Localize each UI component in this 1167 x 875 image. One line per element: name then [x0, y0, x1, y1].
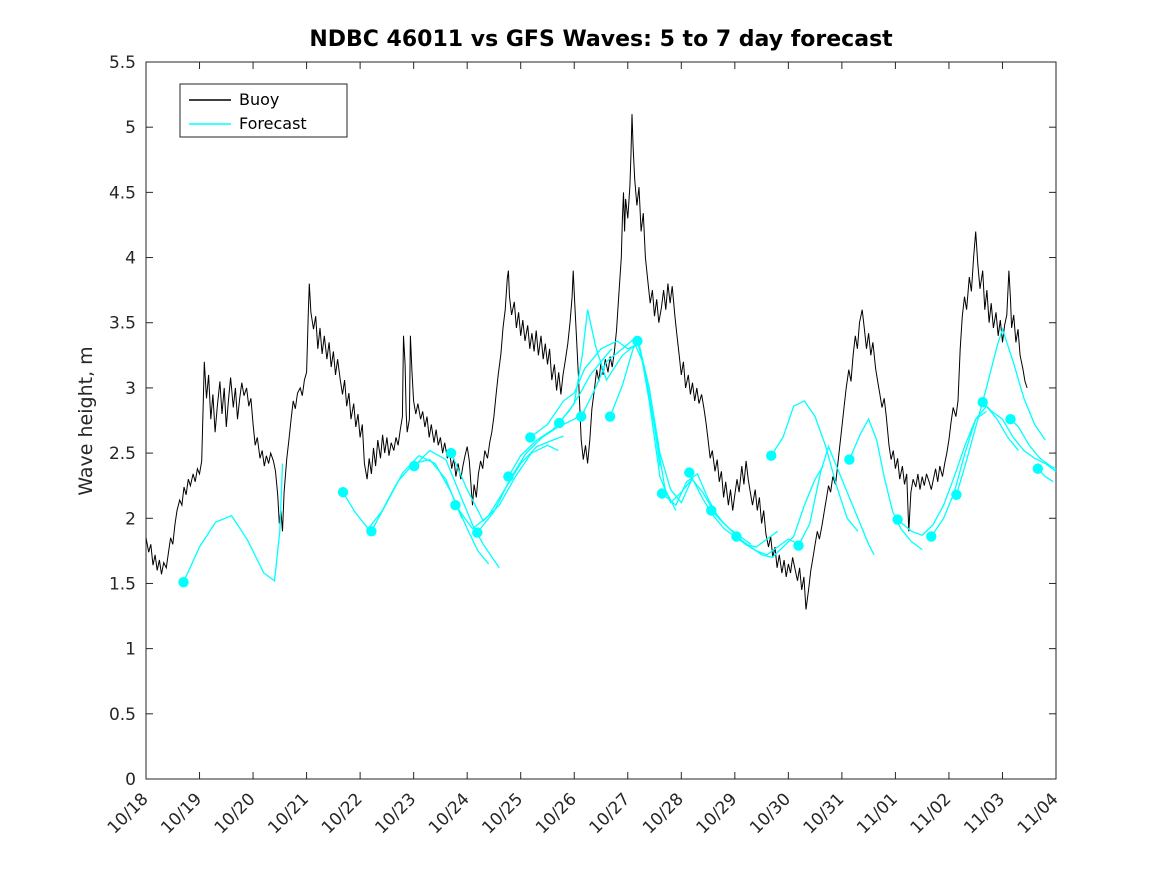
forecast-line — [710, 510, 800, 556]
x-tick-label: 10/20 — [211, 789, 260, 838]
forecast-start-marker — [472, 527, 483, 538]
x-tick-label: 10/29 — [693, 789, 742, 838]
x-tick-label: 11/02 — [907, 789, 956, 838]
axes-box — [145, 61, 1057, 780]
forecast-start-marker — [1032, 463, 1044, 474]
x-tick-label: 11/03 — [960, 789, 1009, 838]
x-tick-label: 10/24 — [425, 789, 474, 838]
x-tick-label: 10/21 — [264, 789, 313, 838]
forecast-line — [770, 400, 859, 532]
forecast-line — [342, 458, 463, 530]
forecast-line — [736, 465, 824, 559]
y-tick-label: 3.5 — [109, 314, 136, 334]
x-tick-label: 10/18 — [104, 789, 153, 838]
y-tick-label: 1 — [125, 640, 136, 660]
forecast-line — [930, 405, 1020, 537]
forecast-line — [413, 449, 500, 569]
y-tick-label: 3 — [125, 379, 136, 399]
data-series — [145, 114, 1057, 610]
x-tick-label: 10/19 — [157, 789, 206, 838]
forecast-start-marker — [926, 531, 937, 542]
forecast-start-marker — [366, 526, 377, 537]
y-tick-label: 2.5 — [109, 444, 136, 464]
x-tick-label: 10/31 — [800, 789, 849, 838]
axes: 10/18 10/19 10/20 10/21 10/22 10/23 10/24 10/25… — [104, 53, 1063, 838]
forecast-start-marker — [684, 467, 695, 478]
y-tick-label: 2 — [125, 509, 136, 529]
forecast-line — [636, 340, 725, 524]
forecast-line — [558, 309, 661, 467]
y-tick-label: 4 — [125, 249, 136, 269]
forecast-start-marker — [450, 500, 461, 511]
legend-box — [179, 83, 348, 138]
forecast-line — [982, 401, 1057, 472]
x-tick-label: 10/25 — [478, 789, 527, 838]
y-tick-label: 0 — [125, 770, 136, 790]
y-axis-label: Wave height, m — [75, 346, 97, 495]
x-tick-label: 10/22 — [318, 789, 367, 838]
y-tick-label: 5.5 — [109, 53, 136, 73]
x-tick-label: 10/26 — [532, 789, 581, 838]
y-tick-label: 0.5 — [109, 705, 136, 725]
forecast-line — [955, 327, 1046, 495]
forecast-start-marker — [977, 397, 988, 408]
y-tick-label: 1.5 — [109, 574, 136, 594]
x-tick-label: 11/01 — [853, 789, 902, 838]
forecast-line — [476, 410, 586, 534]
forecast-start-marker — [632, 335, 643, 347]
legend-forecast-label: Forecast — [239, 114, 307, 133]
forecast-line — [848, 417, 923, 551]
y-tick-label: 5 — [125, 118, 136, 138]
forecast-start-marker — [604, 411, 616, 422]
buoy-line — [145, 114, 1028, 610]
forecast-start-marker — [951, 489, 962, 500]
forecast-start-marker — [576, 411, 587, 422]
forecast-line — [182, 463, 284, 583]
forecast-start-marker — [1005, 414, 1016, 425]
forecast-line — [1010, 418, 1057, 470]
forecast-start-marker — [409, 460, 420, 472]
forecast-line — [454, 435, 564, 530]
x-tick-label: 10/30 — [746, 789, 795, 838]
forecast-start-marker — [766, 450, 777, 461]
forecast-start-marker — [503, 471, 514, 482]
forecast-start-marker — [525, 432, 536, 443]
y-tick-label: 4.5 — [109, 183, 136, 203]
forecast-start-marker — [731, 531, 742, 542]
forecast-line — [450, 444, 559, 522]
forecast-line — [529, 340, 639, 438]
forecast-line — [797, 444, 875, 556]
forecast-line — [897, 410, 987, 536]
forecast-start-marker — [706, 505, 717, 516]
forecast-start-marker — [178, 577, 189, 588]
forecast-line — [370, 454, 490, 565]
forecast-start-marker — [844, 454, 855, 465]
forecast-line — [609, 337, 693, 504]
chart-title: NDBC 46011 vs GFS Waves: 5 to 7 day fore… — [309, 27, 893, 52]
x-tick-label: 11/04 — [1014, 789, 1063, 838]
forecast-start-marker — [892, 514, 903, 525]
forecast-start-marker — [445, 447, 457, 459]
legend: Buoy Forecast — [179, 83, 348, 138]
x-tick-label: 10/23 — [371, 789, 420, 838]
forecast-start-marker — [793, 540, 804, 551]
forecast-start-marker — [337, 487, 349, 498]
legend-buoy-label: Buoy — [239, 90, 279, 109]
forecast-start-marker — [554, 417, 565, 429]
x-tick-label: 10/28 — [639, 789, 688, 838]
forecast-start-marker — [656, 488, 668, 499]
x-tick-label: 10/27 — [586, 789, 635, 838]
